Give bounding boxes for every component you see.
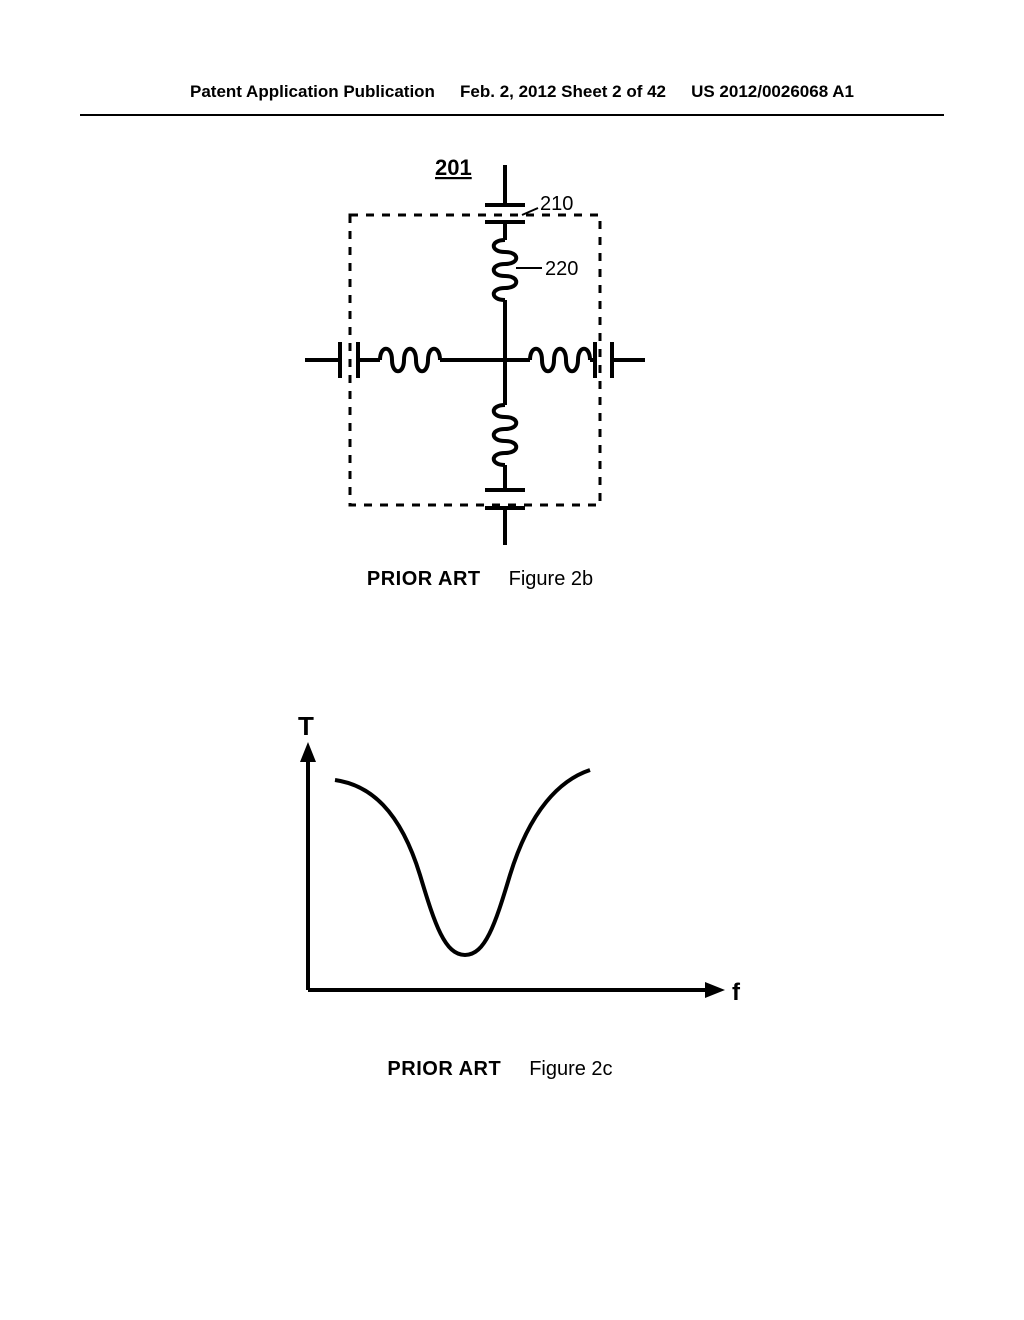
header-left: Patent Application Publication [190,82,435,102]
ind-label: 220 [545,258,578,280]
figure-label: Figure 2b [509,568,594,591]
figure-2b: 201 210 220 [240,150,720,591]
transmission-plot: T f [240,700,760,1040]
circuit-diagram: 201 210 220 [240,150,720,550]
figure-2c: T f PRIOR ART Figure 2c [220,700,780,1081]
header-center: Feb. 2, 2012 Sheet 2 of 42 [460,82,666,102]
x-axis-label: f [732,979,741,1006]
cap-label: 210 [540,193,573,215]
notch-curve [335,770,590,955]
prior-art-label: PRIOR ART [367,568,481,591]
caption-2c: PRIOR ART Figure 2c [387,1058,612,1081]
ref-201: 201 [435,155,472,180]
caption-2b: PRIOR ART Figure 2b [367,568,593,591]
header-right: US 2012/0026068 A1 [691,82,854,102]
y-axis-label: T [298,711,314,741]
page-header: Patent Application Publication Feb. 2, 2… [80,0,944,116]
figure-label: Figure 2c [529,1058,612,1081]
prior-art-label: PRIOR ART [387,1058,501,1081]
